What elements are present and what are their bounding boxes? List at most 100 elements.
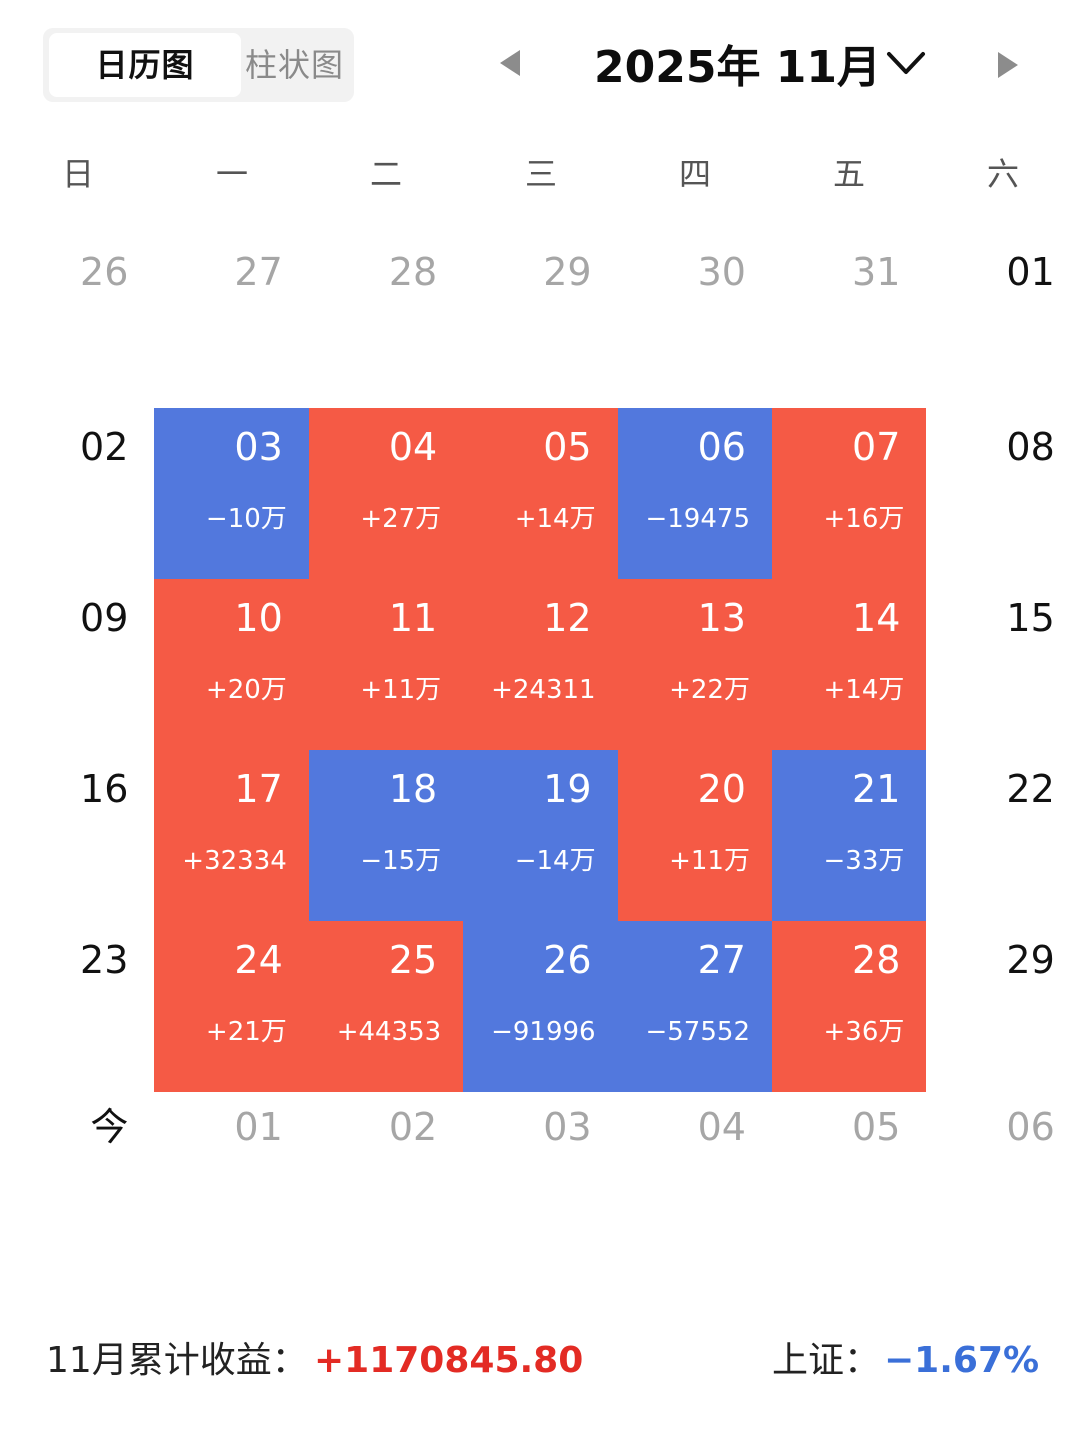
day-number: 12 [543, 596, 592, 640]
weekday-label: 五 [832, 155, 865, 193]
day-number: 14 [852, 596, 901, 640]
calendar-day-cell[interactable]: 27 −57552 [617, 921, 772, 1092]
calendar-day-cell[interactable]: 02 [0, 408, 154, 579]
day-number: 29 [543, 250, 592, 294]
calendar-day-cell[interactable]: 06 [926, 1092, 1080, 1182]
calendar-day-cell[interactable]: 29 [926, 921, 1080, 1092]
weekday-label: 三 [524, 155, 557, 193]
day-profit-value: +44353 [336, 1017, 442, 1047]
calendar-day-cell[interactable]: 27 [154, 235, 308, 408]
calendar-day-cell[interactable]: 04 +27万 [308, 408, 464, 579]
calendar-day-cell[interactable]: 10 +20万 [154, 579, 309, 750]
day-number: 30 [697, 250, 746, 294]
calendar-day-cell[interactable]: 13 +22万 [617, 579, 772, 750]
day-number: 18 [388, 767, 438, 811]
day-number: 26 [80, 250, 129, 294]
day-number: 16 [80, 767, 129, 811]
day-profit-value: +14万 [823, 675, 905, 705]
day-number: 28 [388, 250, 438, 294]
calendar-day-cell[interactable]: 29 [463, 235, 617, 408]
calendar-day-cell[interactable]: 26 [0, 235, 154, 408]
day-profit-value: +27万 [360, 504, 442, 534]
view-tab-bar: 日历图 柱状图 [43, 28, 354, 102]
calendar-day-cell[interactable]: 30 [618, 235, 772, 408]
calendar-day-cell[interactable]: 18 −15万 [308, 750, 464, 921]
calendar-day-cell[interactable]: 05 +14万 [463, 408, 618, 579]
day-number: 22 [1006, 767, 1055, 811]
day-number: 13 [697, 596, 746, 640]
day-profit-value: +21万 [205, 1017, 287, 1047]
day-number: 29 [1006, 938, 1055, 982]
day-number: 01 [234, 1105, 283, 1149]
calendar-day-cell[interactable]: 01 [154, 1092, 308, 1182]
day-profit-value: −15万 [360, 846, 442, 876]
day-number: 31 [852, 250, 901, 294]
today-cell[interactable]: 今 [0, 1092, 154, 1182]
calendar-day-cell[interactable]: 12 +24311 [463, 579, 618, 750]
calendar-day-cell[interactable]: 24 +21万 [154, 921, 309, 1092]
prev-month-icon[interactable] [500, 50, 520, 76]
day-number: 03 [543, 1105, 592, 1149]
chevron-down-icon[interactable] [886, 48, 926, 80]
calendar-day-cell[interactable]: 22 [926, 750, 1080, 921]
day-number: 26 [543, 938, 592, 982]
day-number: 15 [1006, 596, 1055, 640]
day-number: 19 [543, 767, 592, 811]
day-profit-value: −33万 [823, 846, 905, 876]
day-profit-value: +11万 [669, 846, 750, 876]
day-number: 今 [90, 1105, 129, 1149]
day-profit-value: +20万 [205, 675, 287, 705]
calendar-day-cell[interactable]: 21 −33万 [772, 750, 927, 921]
calendar-day-cell[interactable]: 20 +11万 [617, 750, 772, 921]
tab-calendar[interactable]: 日历图 [49, 33, 241, 97]
day-number: 04 [697, 1105, 746, 1149]
day-profit-value: +22万 [669, 675, 750, 705]
tab-bar-chart[interactable]: 柱状图 [244, 46, 344, 84]
day-number: 02 [80, 425, 129, 469]
calendar-day-cell[interactable]: 14 +14万 [772, 579, 927, 750]
calendar-day-cell[interactable]: 02 [309, 1092, 463, 1182]
calendar-day-cell[interactable]: 25 +44353 [308, 921, 464, 1092]
calendar-day-cell[interactable]: 07 +16万 [772, 408, 927, 579]
calendar-day-cell[interactable]: 01 [926, 235, 1080, 408]
calendar-day-cell[interactable]: 15 [926, 579, 1080, 750]
calendar-day-cell[interactable]: 28 [309, 235, 463, 408]
day-number: 06 [1006, 1105, 1055, 1149]
day-profit-value: +16万 [823, 504, 905, 534]
calendar-day-cell[interactable]: 16 [0, 750, 154, 921]
day-number: 20 [697, 767, 746, 811]
calendar-day-cell[interactable]: 09 [0, 579, 154, 750]
day-number: 08 [1006, 425, 1055, 469]
month-title[interactable]: 2025年 11月 [594, 42, 882, 93]
day-number: 24 [234, 938, 283, 982]
day-number: 03 [234, 425, 283, 469]
day-number: 02 [388, 1105, 438, 1149]
calendar-day-cell[interactable]: 03 −10万 [154, 408, 309, 579]
calendar-day-cell[interactable]: 06 −19475 [617, 408, 772, 579]
weekday-label: 日 [61, 155, 94, 193]
calendar-day-cell[interactable]: 05 [772, 1092, 926, 1182]
calendar-day-cell[interactable]: 08 [926, 408, 1080, 579]
day-number: 05 [543, 425, 592, 469]
monthly-return-value: +1170845.80 [314, 1340, 584, 1381]
calendar-day-cell[interactable]: 19 −14万 [463, 750, 618, 921]
day-profit-value: −19475 [645, 504, 750, 534]
calendar-day-cell[interactable]: 28 +36万 [772, 921, 927, 1092]
weekday-label: 二 [369, 155, 402, 193]
calendar-day-cell[interactable]: 17 +32334 [154, 750, 309, 921]
day-number: 27 [234, 250, 283, 294]
calendar-day-cell[interactable]: 31 [772, 235, 926, 408]
calendar-day-cell[interactable]: 03 [463, 1092, 617, 1182]
day-number: 28 [852, 938, 901, 982]
calendar-day-cell[interactable]: 11 +11万 [308, 579, 464, 750]
day-number: 21 [852, 767, 901, 811]
day-profit-value: +24311 [491, 675, 596, 705]
calendar-day-cell[interactable]: 23 [0, 921, 154, 1092]
day-profit-value: +36万 [823, 1017, 905, 1047]
day-number: 27 [697, 938, 746, 982]
day-number: 25 [388, 938, 438, 982]
calendar-day-cell[interactable]: 26 −91996 [463, 921, 618, 1092]
day-number: 06 [697, 425, 746, 469]
calendar-day-cell[interactable]: 04 [618, 1092, 772, 1182]
next-month-icon[interactable] [998, 52, 1018, 78]
